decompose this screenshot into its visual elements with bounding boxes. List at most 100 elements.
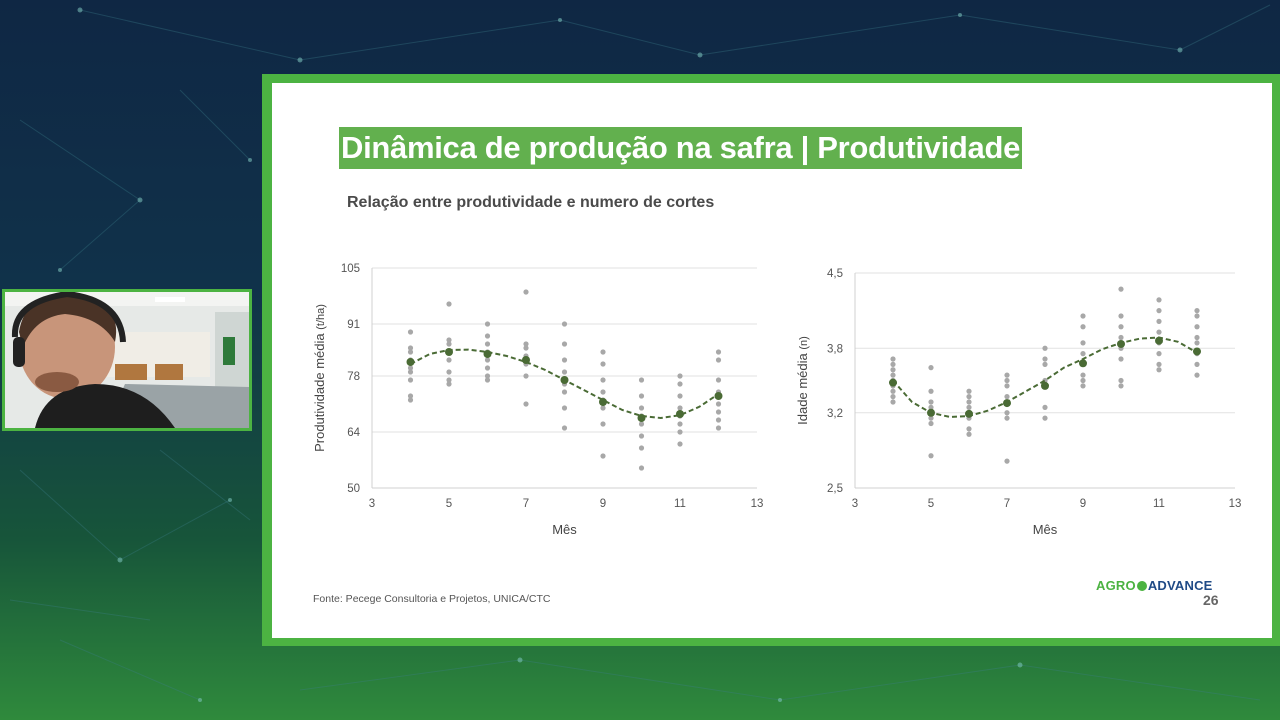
x-tick-label: 11 — [1153, 498, 1165, 510]
observation-point — [1194, 372, 1200, 378]
observation-point — [966, 431, 972, 437]
observation-point — [523, 373, 529, 379]
observation-point — [928, 420, 934, 427]
observation-point — [446, 377, 452, 383]
x-tick-label: 9 — [1080, 498, 1086, 510]
logo-advance: ADVANCE — [1147, 578, 1213, 593]
mean-point — [714, 392, 723, 400]
mean-point — [1117, 339, 1125, 348]
observation-point — [1118, 383, 1124, 389]
observation-point — [1080, 377, 1086, 384]
observation-point — [1080, 383, 1086, 389]
mean-point — [560, 376, 569, 384]
observation-point — [638, 421, 645, 427]
mean-point — [406, 358, 415, 366]
observation-point — [446, 301, 452, 307]
observation-point — [1004, 410, 1010, 416]
observation-point — [638, 393, 645, 399]
observation-point — [1042, 356, 1048, 362]
observation-point — [407, 369, 414, 375]
observation-point — [890, 361, 896, 367]
observation-point — [407, 377, 414, 383]
mean-point — [1041, 381, 1049, 390]
observation-point — [561, 321, 568, 327]
observation-point — [484, 377, 491, 383]
y-axis-label: Produtividade média (t/ha) — [312, 304, 327, 452]
observation-point — [1042, 404, 1048, 410]
observation-point — [561, 357, 568, 363]
mean-point — [927, 408, 935, 417]
observation-point — [715, 377, 722, 383]
observation-point — [407, 397, 414, 403]
y-axis-label-text: Idade média — [795, 350, 810, 425]
observation-point — [1042, 345, 1048, 351]
observation-point — [966, 399, 972, 405]
observation-point — [928, 415, 934, 421]
mean-point — [676, 410, 684, 418]
age-chart: 2,5 3,2 3,8 4,5 3 5 7 9 11 13 Mês Idade média (n) — [795, 268, 1241, 537]
observation-point — [638, 433, 645, 439]
observation-point — [1194, 334, 1200, 341]
observation-point — [523, 401, 529, 407]
trend-line — [892, 336, 1198, 419]
observation-point — [407, 393, 414, 399]
mean-point — [522, 356, 530, 364]
observation-point — [1080, 372, 1086, 378]
observation-point — [561, 425, 568, 431]
observation-point — [600, 377, 606, 383]
observation-point — [407, 345, 414, 351]
observation-point — [890, 372, 896, 378]
observation-point — [1156, 308, 1162, 314]
logo-agro: AGRO — [1096, 578, 1136, 593]
observation-point — [446, 369, 452, 375]
observation-point — [677, 441, 683, 447]
slide-title: Dinâmica de produção na safra | Produtiv… — [339, 127, 1023, 169]
observation-point — [1156, 367, 1162, 373]
observation-point — [523, 345, 529, 351]
observation-point — [600, 361, 606, 367]
y-axis-unit: (t/ha) — [315, 304, 327, 330]
y-axis-label: Idade média (n) — [795, 336, 810, 425]
x-tick-label: 5 — [928, 498, 934, 510]
observation-point — [966, 404, 972, 410]
observation-point — [446, 357, 452, 363]
y-axis-label-text: Produtividade média — [312, 330, 327, 452]
x-tick-label: 5 — [446, 498, 452, 510]
observation-point — [677, 381, 683, 387]
agroadvance-logo: AGRO ADVANCE — [1096, 578, 1213, 593]
observation-point — [1194, 313, 1200, 319]
mean-point — [1079, 359, 1087, 368]
observation-point — [484, 357, 491, 363]
observation-point — [407, 349, 414, 355]
observation-point — [715, 425, 722, 431]
slide-frame: Dinâmica de produção na safra | Produtiv… — [262, 74, 1280, 646]
observation-point — [1156, 318, 1162, 324]
observation-point — [1194, 324, 1200, 330]
mean-point — [483, 350, 492, 358]
y-tick-label: 2,5 — [827, 483, 843, 495]
observation-point — [1118, 377, 1124, 384]
observation-point — [1080, 324, 1086, 330]
y-tick-label: 91 — [347, 319, 360, 331]
mean-point — [1003, 399, 1011, 408]
x-tick-label: 3 — [852, 498, 858, 510]
source-note: Fonte: Pecege Consultoria e Projetos, UN… — [313, 593, 551, 605]
observation-point — [966, 426, 972, 432]
observation-point — [890, 399, 896, 405]
y-tick-label: 50 — [347, 483, 360, 495]
slide: Dinâmica de produção na safra | Produtiv… — [272, 83, 1272, 638]
observation-point — [561, 341, 568, 347]
x-axis-label: Mês — [552, 522, 577, 537]
mean-point — [889, 378, 897, 387]
observation-point — [1080, 313, 1086, 319]
observation-point — [1118, 334, 1124, 341]
observation-point — [890, 388, 896, 394]
observation-point — [890, 367, 896, 373]
y-tick-label: 4,5 — [827, 268, 843, 280]
observation-point — [1042, 415, 1048, 421]
observation-point — [1004, 383, 1010, 389]
observation-point — [638, 377, 645, 383]
observation-point — [1042, 361, 1048, 367]
x-tick-label: 11 — [674, 498, 686, 510]
